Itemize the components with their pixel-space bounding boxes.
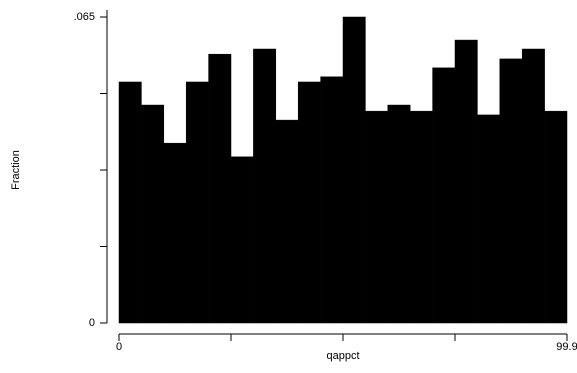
bar: [141, 104, 165, 324]
bar: [432, 67, 456, 324]
bar: [185, 81, 209, 324]
x-tick-label: 0: [116, 341, 122, 353]
x-tick-label: 99.9: [556, 341, 577, 353]
bar: [163, 142, 187, 324]
bar: [230, 156, 254, 324]
bar: [477, 114, 501, 324]
bar: [387, 104, 411, 324]
bar: [275, 119, 299, 324]
x-axis-label: qappct: [326, 350, 359, 362]
bar: [409, 110, 433, 324]
bar: [253, 48, 277, 324]
bar: [544, 110, 568, 324]
bar: [320, 76, 344, 324]
bar: [499, 58, 523, 324]
bar: [118, 81, 142, 324]
bar: [342, 16, 366, 324]
y-tick-label: .065: [74, 11, 95, 23]
bar: [365, 110, 389, 324]
y-axis-label: Fraction: [10, 150, 22, 190]
bar: [297, 81, 321, 324]
bar: [454, 39, 478, 324]
bar: [208, 53, 232, 324]
bar: [521, 48, 545, 324]
y-tick-label: 0: [89, 317, 95, 329]
